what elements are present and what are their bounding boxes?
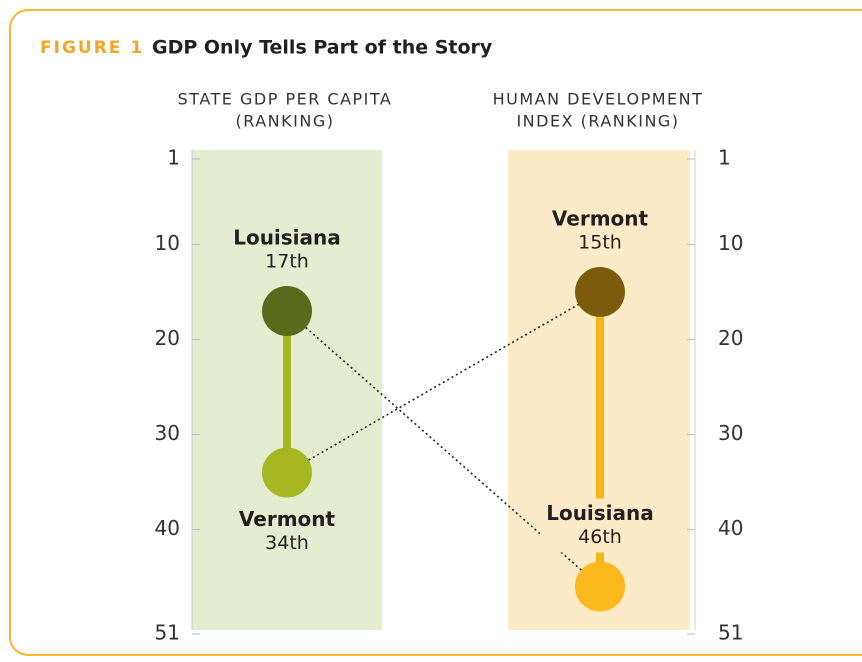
label-bg: [540, 498, 660, 553]
category-label: STATE GDP PER CAPITA: [178, 90, 393, 109]
y-tick-label: 51: [718, 621, 743, 645]
category-label: (RANKING): [236, 112, 335, 131]
series-name: Louisiana: [546, 501, 654, 525]
value-label: 15th: [578, 232, 622, 254]
slope-line: [286, 291, 601, 474]
y-tick-label: 40: [718, 516, 743, 540]
point: [262, 286, 312, 336]
value-label: 17th: [265, 251, 309, 273]
point: [575, 561, 625, 612]
value-label: 46th: [578, 526, 622, 548]
series-name: Vermont: [239, 507, 336, 531]
y-tick-label: 10: [718, 231, 743, 255]
y-tick-label: 1: [167, 146, 180, 170]
y-tick-label: 51: [155, 621, 180, 645]
y-tick-label: 20: [718, 326, 743, 350]
series-name: Louisiana: [233, 226, 341, 250]
y-tick-label: 40: [155, 516, 180, 540]
y-tick-label: 30: [718, 421, 743, 445]
point: [262, 447, 312, 498]
category-label: INDEX (RANKING): [516, 112, 679, 131]
y-tick-label: 20: [155, 326, 180, 350]
value-label: 34th: [265, 532, 309, 554]
figure-label: FIGURE 1: [40, 38, 144, 58]
y-tick-label: 30: [155, 421, 180, 445]
y-tick-label: 1: [718, 146, 731, 170]
category-label: HUMAN DEVELOPMENT: [493, 90, 704, 109]
y-tick-label: 10: [155, 231, 180, 255]
chart-title: GDP Only Tells Part of the Story: [152, 37, 493, 59]
point: [575, 267, 625, 317]
series-name: Vermont: [552, 207, 649, 231]
